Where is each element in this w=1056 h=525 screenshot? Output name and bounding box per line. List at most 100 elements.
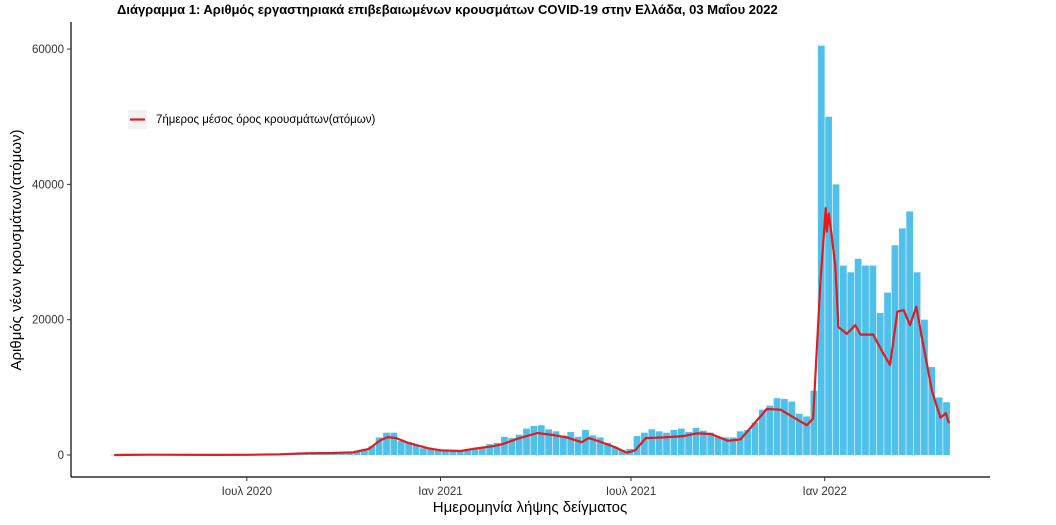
bar	[847, 272, 855, 456]
y-axis-label: Αριθμός νέων κρουσμάτων(ατόμων)	[8, 129, 25, 370]
legend: 7ήμερος μέσος όρος κρουσμάτων(ατόμων)	[128, 110, 376, 129]
bar	[898, 228, 906, 456]
bar	[641, 432, 648, 456]
bar	[854, 258, 862, 456]
y-tick-label: 40000	[32, 179, 64, 191]
bar	[736, 431, 744, 456]
bar	[338, 452, 346, 456]
bar	[589, 435, 597, 456]
y-tick-label: 20000	[32, 315, 64, 327]
bar	[722, 437, 729, 456]
bar	[943, 402, 950, 456]
y-ticks: 0 20000 40000 60000	[32, 44, 71, 462]
bar	[353, 451, 361, 456]
bar	[449, 449, 457, 456]
bar	[464, 449, 471, 456]
bar	[862, 265, 869, 456]
bar	[839, 265, 847, 456]
x-tick: Ιαν 2021	[418, 477, 463, 498]
bars-group	[110, 45, 950, 456]
bar	[486, 444, 494, 456]
bar	[677, 428, 685, 456]
moving-average-line	[114, 207, 950, 457]
bar	[604, 442, 611, 456]
bar	[692, 427, 700, 456]
bar	[611, 446, 619, 456]
bar	[891, 245, 899, 456]
x-tick: Ιουλ 2020	[222, 477, 272, 498]
bar	[110, 454, 118, 456]
bar	[530, 425, 538, 456]
bar	[714, 436, 722, 456]
bar	[567, 432, 575, 456]
bar	[412, 444, 420, 456]
bar	[876, 312, 884, 456]
bar	[427, 448, 435, 456]
bar	[648, 429, 656, 456]
x-tick-label: Ιουλ 2021	[606, 486, 656, 498]
bar	[685, 432, 693, 456]
bar	[795, 413, 803, 456]
bar	[766, 405, 774, 456]
bar	[751, 422, 759, 456]
bar	[913, 272, 921, 456]
bar	[478, 447, 486, 456]
x-tick-label: Ιαν 2022	[803, 486, 847, 498]
bar	[773, 398, 781, 456]
bar	[781, 398, 788, 456]
bar	[699, 430, 707, 456]
x-ticks: Ιουλ 2020 Ιαν 2021 Ιουλ 2021 Ιαν 2022	[222, 477, 847, 498]
bar	[537, 425, 545, 456]
bar	[419, 448, 427, 456]
bar	[803, 416, 810, 456]
bar	[471, 448, 479, 456]
bar	[810, 390, 818, 456]
bar	[375, 437, 383, 456]
bar	[361, 449, 368, 456]
bar	[523, 428, 530, 456]
legend-label: 7ήμερος μέσος όρος κρουσμάτων(ατόμων)	[156, 114, 376, 126]
bar	[817, 45, 825, 456]
chart-title: Διάγραμμα 1: Αριθμός εργαστηριακά επιβεβ…	[117, 2, 778, 17]
bar	[655, 431, 663, 456]
bar	[906, 211, 914, 456]
bar	[935, 397, 943, 456]
y-tick: 60000	[32, 44, 71, 56]
bar	[434, 448, 442, 456]
y-tick-label: 60000	[32, 44, 64, 56]
bar	[788, 401, 796, 456]
bar	[633, 436, 641, 456]
y-tick: 40000	[32, 179, 71, 191]
x-tick-label: Ιαν 2021	[418, 486, 462, 498]
bar	[552, 431, 560, 456]
bar	[515, 434, 523, 456]
bar	[707, 432, 715, 456]
bar	[442, 449, 449, 456]
bar	[383, 432, 390, 456]
bar	[744, 429, 751, 456]
bar	[397, 440, 405, 456]
bar	[390, 432, 398, 456]
bar	[493, 442, 501, 456]
bar	[729, 437, 737, 456]
bar	[928, 367, 936, 456]
bar	[574, 436, 582, 456]
bar	[368, 446, 376, 456]
y-tick-label: 0	[58, 450, 64, 462]
bar	[921, 319, 928, 456]
x-axis-label: Ημερομηνία λήψης δείγματος	[433, 499, 627, 516]
bar	[670, 429, 678, 456]
bar	[825, 116, 833, 456]
bar	[456, 450, 464, 456]
bar	[663, 432, 670, 456]
x-tick-label: Ιουλ 2020	[222, 486, 272, 498]
bar	[501, 436, 508, 456]
bar	[405, 442, 412, 456]
bar	[545, 429, 553, 456]
y-tick: 0	[58, 450, 71, 462]
bar	[758, 409, 766, 456]
bar	[869, 265, 877, 456]
bar	[508, 438, 516, 456]
bar	[832, 184, 840, 456]
